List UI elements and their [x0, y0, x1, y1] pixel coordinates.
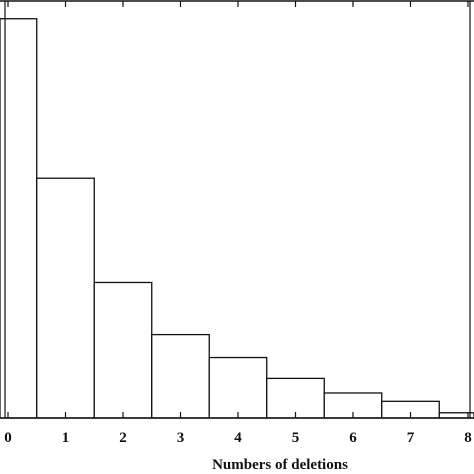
- x-tick-label-3: 3: [177, 430, 185, 446]
- x-tick-label-8: 8: [464, 430, 472, 446]
- x-tick-label-1: 1: [62, 430, 70, 446]
- ticks-group: [7, 1, 469, 418]
- bar-1: [36, 177, 95, 419]
- x-tick-labels: 0 1 2 3 4 5 6 7 8: [4, 430, 472, 446]
- bar-3: [151, 333, 210, 419]
- bar-2: [93, 281, 153, 419]
- x-axis-label: Numbers of deletions: [212, 457, 348, 473]
- x-tick-label-4: 4: [234, 430, 242, 446]
- bar-8: [438, 412, 474, 419]
- x-tick-label-2: 2: [119, 430, 127, 446]
- bars-group: [0, 18, 474, 419]
- x-tick-label-6: 6: [349, 430, 357, 446]
- x-tick-label-0: 0: [4, 430, 12, 446]
- axes-group: [0, 0, 474, 419]
- bar-5: [266, 377, 325, 419]
- x-tick-label-5: 5: [292, 430, 300, 446]
- x-tick-label-7: 7: [407, 430, 415, 446]
- bar-4: [208, 356, 268, 419]
